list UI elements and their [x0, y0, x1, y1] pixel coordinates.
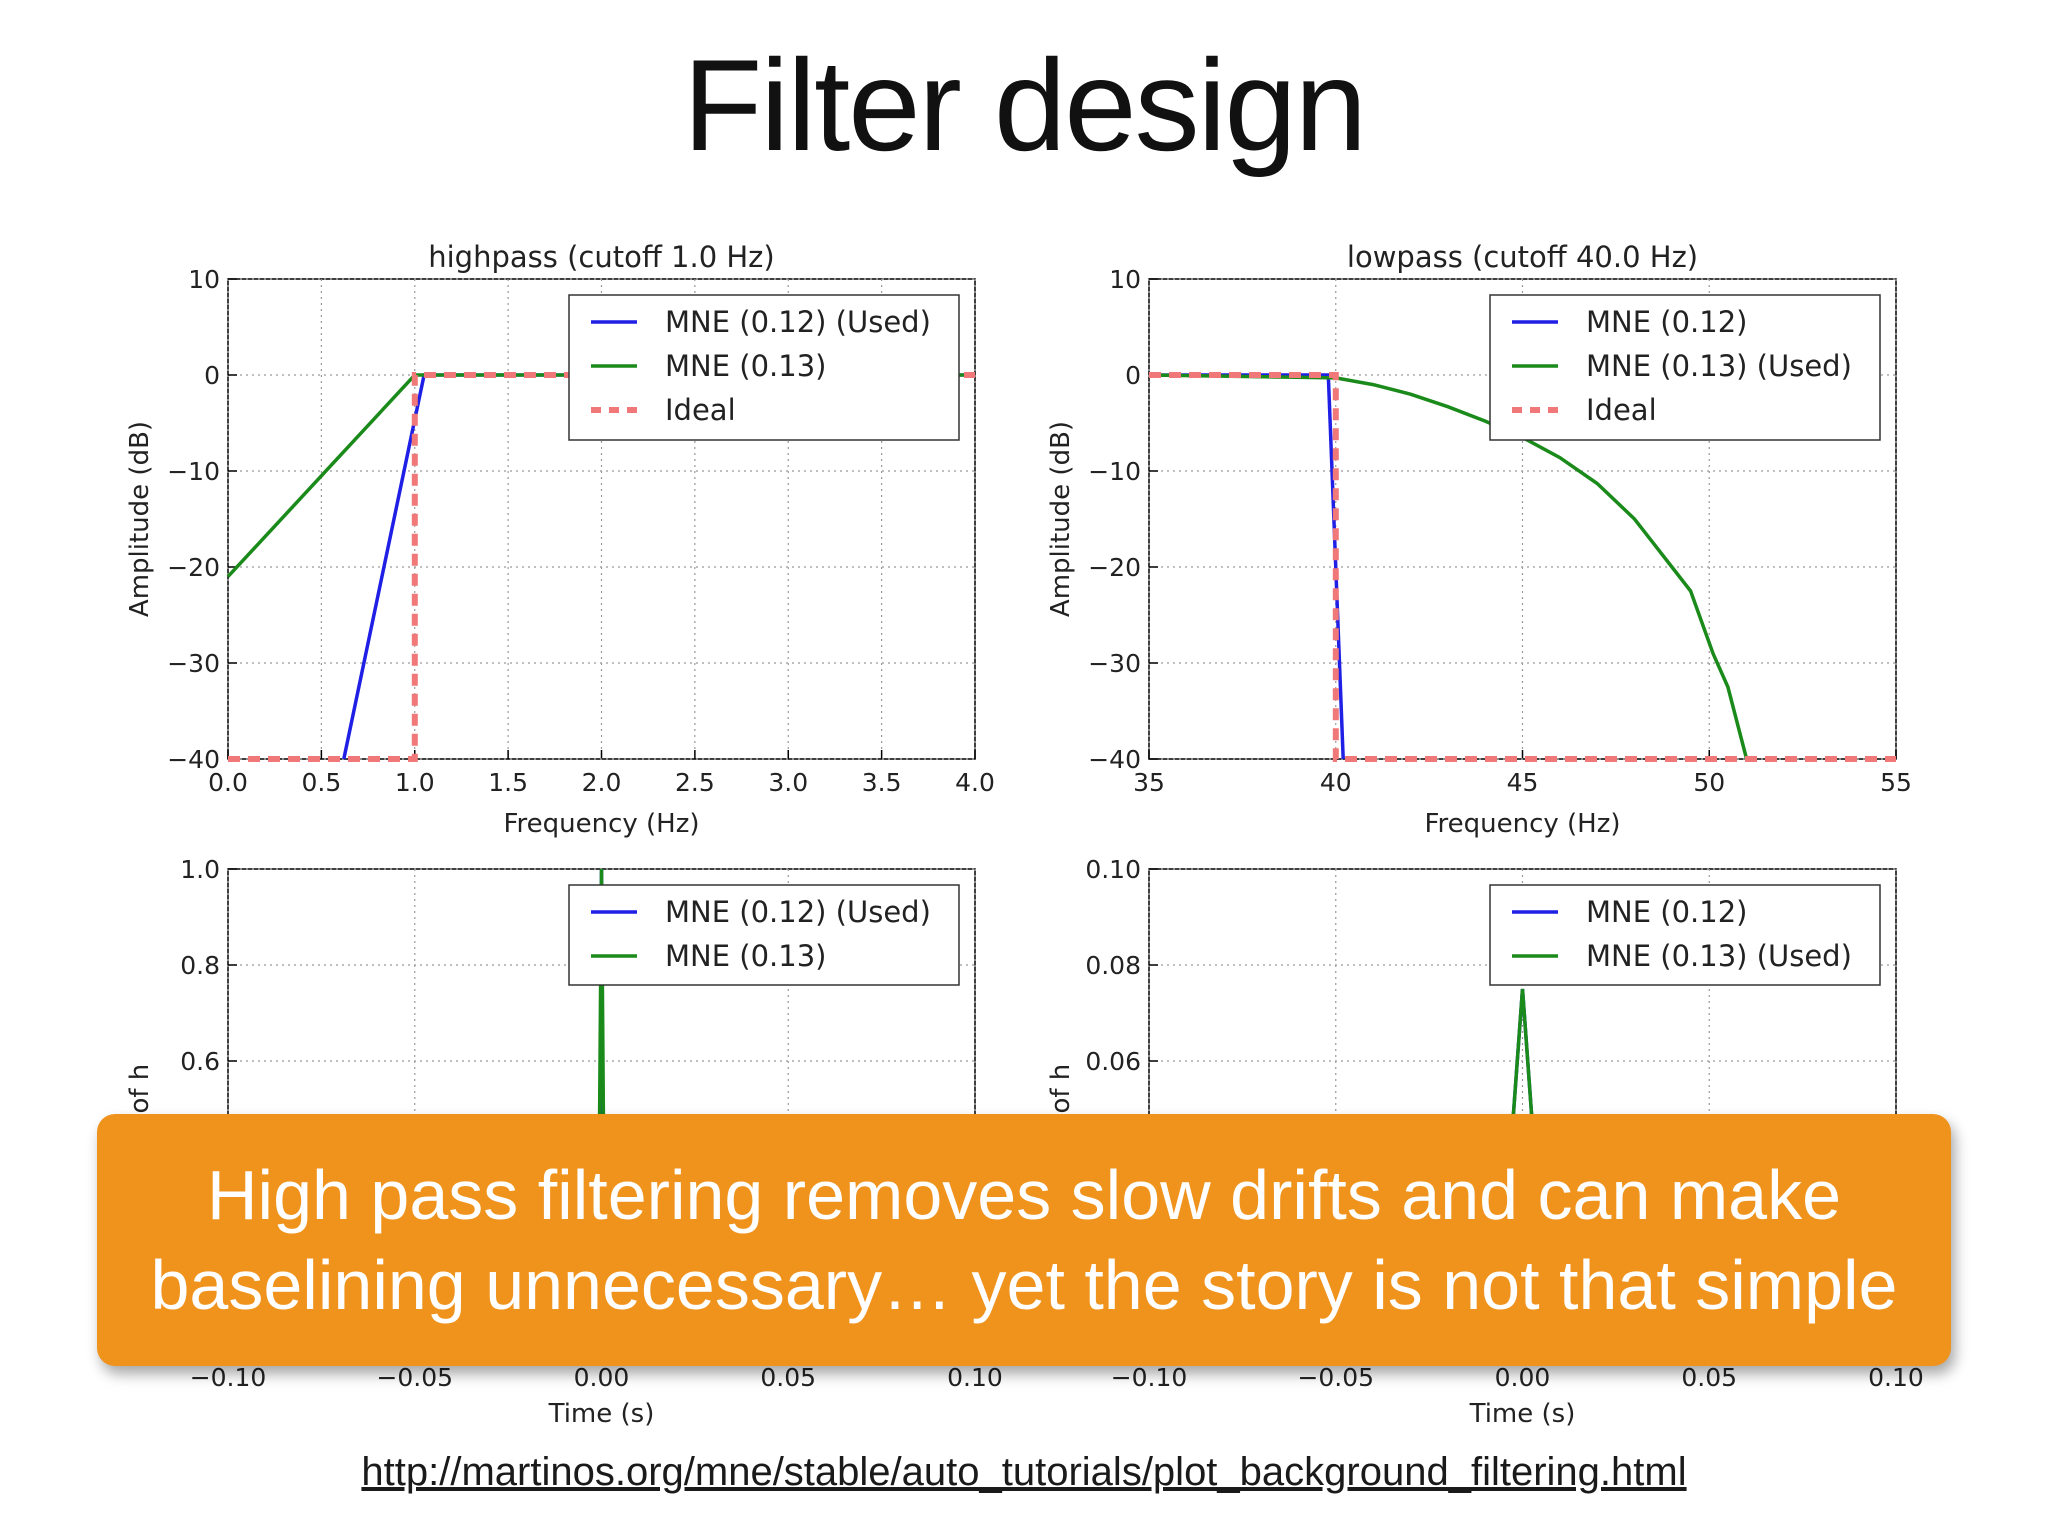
series-line — [1148, 373, 1749, 760]
x-tick-label: 3.0 — [768, 768, 808, 797]
x-axis-label: Frequency (Hz) — [503, 809, 699, 839]
y-axis-label: de of h — [1046, 1064, 1076, 1155]
legend-box — [568, 884, 960, 986]
x-tick-label: 1.5 — [488, 768, 528, 797]
x-tick-label: 0.05 — [760, 1363, 816, 1392]
legend-label: Ideal — [665, 393, 736, 427]
x-tick-label: 50 — [1693, 768, 1725, 797]
x-tick-label: 55 — [1880, 768, 1912, 797]
legend-label: MNE (0.13) (Used) — [1586, 349, 1852, 383]
chart-highpass-freq: 0.0 0.5 1.0 1.5 2.0 2.5 3.0 3.5 4.0 10 0 −10 −20 −30 −… — [125, 240, 995, 839]
y-tick-label: 10 — [188, 265, 220, 294]
y-tick-label: 0 — [204, 361, 220, 390]
x-tick-label: 0.10 — [947, 1363, 1003, 1392]
x-tick-label: −0.10 — [190, 1363, 267, 1392]
x-tick-label: 3.5 — [862, 768, 902, 797]
y-axis-label: de of h — [125, 1064, 155, 1155]
y-tick-label: −30 — [1088, 649, 1141, 678]
legend-label: MNE (0.12) (Used) — [665, 305, 931, 339]
y-tick-label: 0.10 — [1085, 855, 1141, 884]
x-tick-label: −0.05 — [1297, 1363, 1374, 1392]
y-tick-label: 0.08 — [1085, 951, 1141, 980]
y-tick-label: −40 — [167, 745, 220, 774]
chart-lowpass-time: −0.10−0.050.000.050.100.100.080.060.04Ti… — [1046, 855, 1897, 1155]
y-tick-label: 10 — [1109, 265, 1141, 294]
x-tick-label: 0.05 — [1681, 1363, 1737, 1392]
y-tick-label: 0.6 — [180, 1047, 220, 1076]
legend-label: MNE (0.12) — [1586, 305, 1747, 339]
callout-box: High pass filtering removes slow drifts … — [97, 1114, 1951, 1366]
x-tick-label: 0.5 — [301, 768, 341, 797]
x-tick-label: 45 — [1507, 768, 1539, 797]
x-tick-label: 0.0 — [208, 768, 248, 797]
legend-label: Ideal — [1586, 393, 1657, 427]
chart-lowpass-freq: 35 40 45 50 55 10 0 −10 −20 −30 −40 lowpass (cutoff… — [1046, 240, 1912, 839]
legend-label: MNE (0.12) — [1586, 895, 1747, 929]
callout-line-1: High pass filtering removes slow drifts … — [206, 1156, 1842, 1234]
legend-box — [1489, 884, 1881, 986]
callout-text: High pass filtering removes slow drifts … — [114, 1150, 1934, 1330]
x-tick-label: 4.0 — [955, 768, 995, 797]
y-tick-label: −20 — [1088, 553, 1141, 582]
y-tick-label: 0.06 — [1085, 1047, 1141, 1076]
x-axis-label: Frequency (Hz) — [1424, 809, 1620, 839]
legend-label: MNE (0.13) — [665, 349, 826, 383]
x-axis-label: Time (s) — [1469, 1399, 1576, 1429]
chart-title: highpass (cutoff 1.0 Hz) — [428, 240, 774, 274]
slide-title: Filter design — [682, 32, 1367, 178]
chart-highpass-time: −0.10−0.050.000.050.101.00.80.60.4Time (… — [125, 855, 976, 1155]
x-tick-label: −0.10 — [1111, 1363, 1188, 1392]
x-tick-label: 0.10 — [1868, 1363, 1924, 1392]
series-line — [597, 868, 606, 1114]
y-tick-label: −30 — [167, 649, 220, 678]
y-tick-label: −10 — [1088, 457, 1141, 486]
x-tick-label: 2.5 — [675, 768, 715, 797]
chart-title: lowpass (cutoff 40.0 Hz) — [1347, 240, 1698, 274]
legend-label: MNE (0.13) — [665, 939, 826, 973]
series-line — [1149, 372, 1896, 762]
x-tick-label: −0.05 — [376, 1363, 453, 1392]
y-tick-label: 1.0 — [180, 855, 220, 884]
y-tick-label: −10 — [167, 457, 220, 486]
y-tick-label: −40 — [1088, 745, 1141, 774]
x-tick-label: 2.0 — [582, 768, 622, 797]
x-tick-label: 40 — [1320, 768, 1352, 797]
callout-line-2: baselining unnecessary… yet the story is… — [150, 1246, 1898, 1324]
x-tick-label: 1.0 — [395, 768, 435, 797]
y-axis-label: Amplitude (dB) — [125, 421, 155, 617]
series-line — [1511, 988, 1534, 1114]
source-url-link[interactable]: http://martinos.org/mne/stable/auto_tuto… — [361, 1450, 1687, 1494]
x-tick-label: 35 — [1133, 768, 1165, 797]
x-axis-label: Time (s) — [548, 1399, 655, 1429]
y-tick-label: 0 — [1125, 361, 1141, 390]
y-tick-label: 0.8 — [180, 951, 220, 980]
legend-label: MNE (0.13) (Used) — [1586, 939, 1852, 973]
x-tick-label: 0.00 — [574, 1363, 630, 1392]
legend-label: MNE (0.12) (Used) — [665, 895, 931, 929]
x-tick-label: 0.00 — [1495, 1363, 1551, 1392]
y-axis-label: Amplitude (dB) — [1046, 421, 1076, 617]
y-tick-label: −20 — [167, 553, 220, 582]
